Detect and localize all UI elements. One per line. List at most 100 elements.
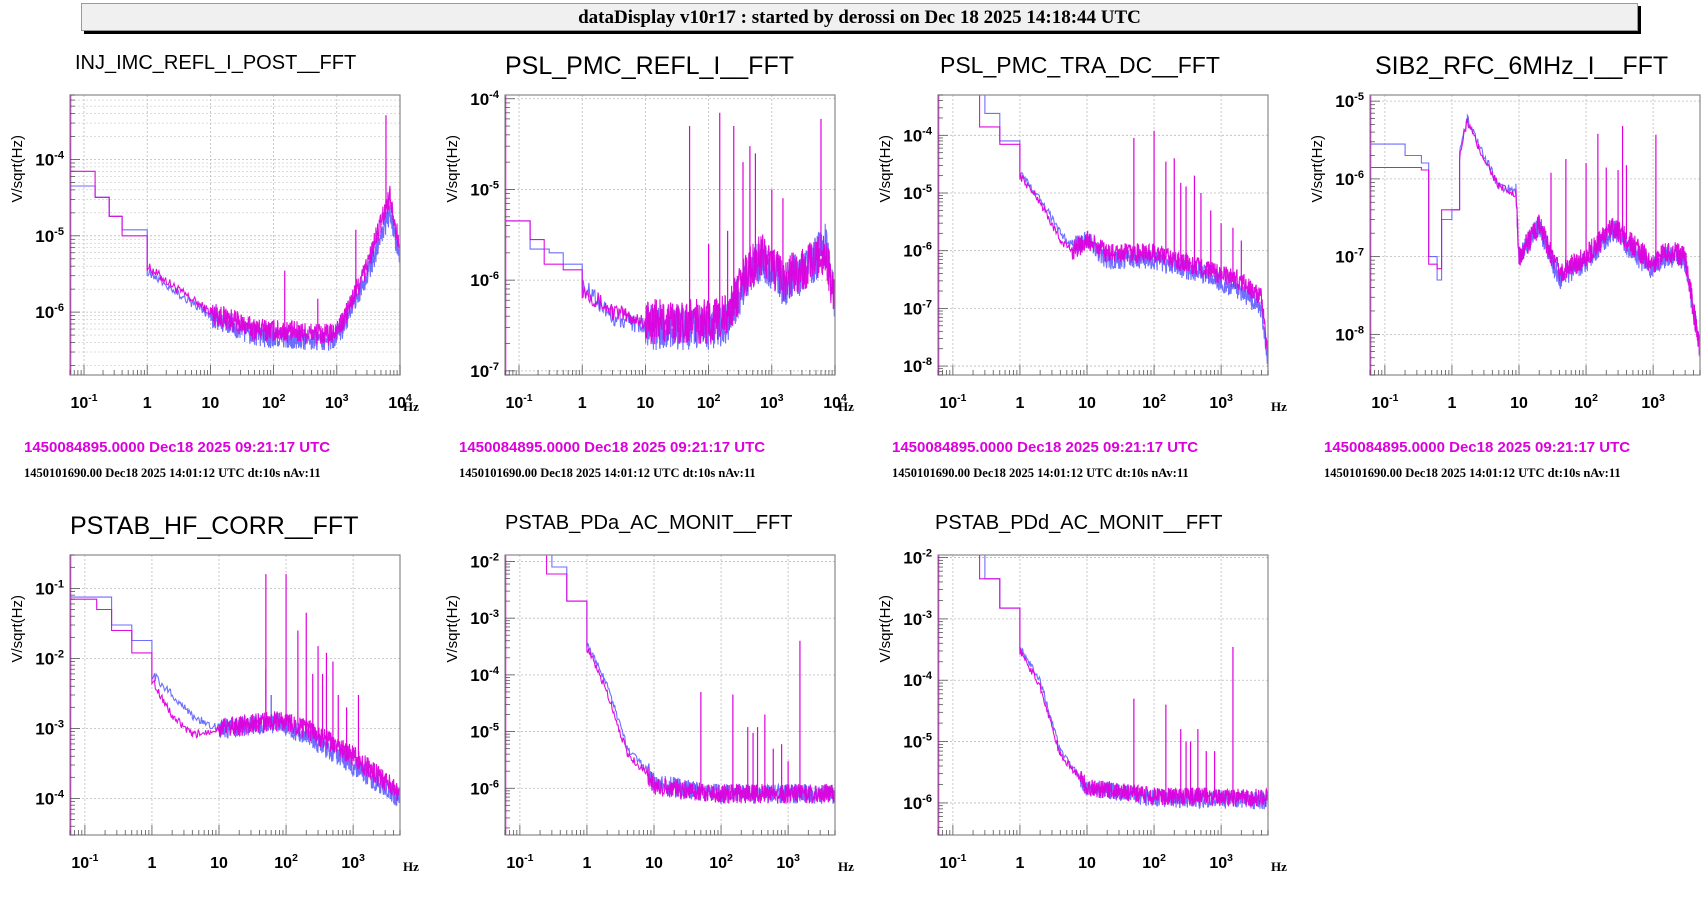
y-tick-label: 10-4 — [470, 665, 500, 685]
x-tick-label: 10 — [1078, 855, 1096, 872]
reference-spectrum-line — [938, 555, 1268, 808]
y-axis: 10-6 10-5 10-4 — [35, 94, 80, 366]
y-tick-label: 10-5 — [903, 732, 932, 752]
plot-title: PSTAB_HF_CORR__FFT — [70, 512, 359, 540]
plot-frame — [1369, 94, 1701, 376]
title-bar: dataDisplay v10r17 : started by derossi … — [81, 3, 1638, 31]
x-tick-label: 10-1 — [939, 393, 966, 412]
y-tick-label: 10-5 — [1335, 91, 1364, 111]
x-tick-label: 10-1 — [939, 853, 966, 872]
y-tick-label: 10-7 — [470, 361, 499, 381]
x-tick-label: 10-1 — [1371, 393, 1398, 412]
y-tick-label: 10-4 — [35, 788, 65, 808]
x-tick-label: 10 — [637, 395, 655, 412]
spectrum-chart[interactable]: 10-1 1 10 102 103 Hz 10-6 10-5 10-4 10-3 10-2 V/sqr… — [868, 500, 1298, 920]
current-timestamp: 1450101690.00 Dec18 2025 14:01:12 UTC dt… — [459, 466, 756, 480]
y-tick-label: 10-5 — [903, 183, 932, 203]
current-spectrum-line — [938, 555, 1268, 810]
x-tick-label: 1 — [1447, 395, 1456, 412]
y-axis-label: V/sqrt(Hz) — [444, 595, 461, 663]
plot-panel: PSL_PMC_TRA_DC__FFT 10-1 1 10 102 103 Hz 10-8 10… — [868, 40, 1298, 480]
x-tick-label: 1 — [582, 855, 591, 872]
plot-title: PSTAB_PDa_AC_MONIT__FFT — [505, 512, 793, 534]
plot-frame — [504, 94, 836, 376]
plot-frame — [937, 554, 1269, 836]
reference-timestamp: 1450084895.0000 Dec18 2025 09:21:17 UTC — [24, 439, 331, 456]
plot-title: INJ_IMC_REFL_I_POST__FFT — [75, 52, 357, 74]
current-timestamp: 1450101690.00 Dec18 2025 14:01:12 UTC dt… — [892, 466, 1189, 480]
spectrum-chart[interactable]: 10-1 1 10 102 103 104Hz10-710-610-510-4V/sqrt… — [435, 40, 865, 460]
y-tick-label: 10-3 — [470, 608, 499, 628]
reference-spectrum-line — [505, 555, 835, 804]
x-tick-label: 10 — [1078, 395, 1096, 412]
grid — [70, 555, 400, 835]
plot-title: PSL_PMC_REFL_I__FFT — [505, 52, 794, 80]
y-tick-label: 10-6 — [903, 241, 932, 261]
x-axis-unit: Hz — [1271, 399, 1287, 414]
plot-frame — [937, 94, 1269, 376]
x-tick-label: 10-1 — [71, 853, 98, 872]
y-axis: 10-7 10-6 10-5 10-4 — [470, 89, 515, 381]
plot-panel: INJ_IMC_REFL_I_POST__FFT 10-1 1 10 102 103 104… — [0, 40, 430, 480]
y-tick-label: 10-6 — [1335, 169, 1364, 189]
reference-spectrum-line — [70, 598, 400, 802]
x-axis-unit: Hz — [403, 859, 419, 874]
y-axis-label: V/sqrt(Hz) — [9, 595, 26, 663]
y-tick-label: 10-6 — [470, 270, 499, 290]
y-axis: 10-6 10-5 10-4 10-3 10-2 — [470, 551, 515, 829]
grid — [70, 95, 400, 375]
y-axis: 10-4 10-3 10-2 10-1 — [35, 554, 80, 836]
y-tick-label: 10-5 — [470, 179, 499, 199]
current-spectrum-line — [505, 555, 835, 805]
y-axis-label: V/sqrt(Hz) — [877, 135, 894, 203]
y-axis-label: V/sqrt(Hz) — [877, 595, 894, 663]
x-tick-label: 102 — [1574, 393, 1598, 412]
reference-timestamp: 1450084895.0000 Dec18 2025 09:21:17 UTC — [892, 439, 1199, 456]
x-tick-label: 102 — [262, 393, 286, 412]
spectrum-chart[interactable]: 10-1 1 10 102 103 Hz 10-6 10-5 10-4 10-3 10-2 V/sqr… — [435, 500, 865, 920]
x-tick-label: 1 — [143, 395, 152, 412]
y-tick-label: 10-4 — [903, 125, 933, 145]
x-tick-label: 102 — [1142, 853, 1166, 872]
x-axis: 10-1 1 10 102 103 Hz — [937, 365, 1287, 414]
y-axis: 10-6 10-5 10-4 10-3 10-2 — [903, 548, 948, 836]
y-tick-label: 10-2 — [903, 548, 932, 568]
spectrum-chart[interactable]: 10-1 1 10 102 103 Hz 10-4 10-3 10-2 10-1 V/sqrt(Hz… — [0, 500, 430, 920]
x-tick-label: 1 — [1015, 855, 1024, 872]
x-tick-label: 103 — [1209, 393, 1233, 412]
plot-frame — [69, 554, 401, 836]
x-tick-label: 10 — [202, 395, 220, 412]
x-tick-label: 103 — [1641, 393, 1665, 412]
current-spectrum-line — [70, 596, 400, 806]
current-timestamp: 1450101690.00 Dec18 2025 14:01:12 UTC dt… — [24, 466, 321, 480]
x-tick-label: 102 — [274, 853, 298, 872]
plot-panel: SIB2_RFC_6MHz_I__FFT10-1110102103Hz10-81… — [1300, 40, 1703, 480]
y-tick-label: 10-2 — [470, 551, 499, 571]
plot-title: PSL_PMC_TRA_DC__FFT — [940, 52, 1220, 78]
plot-panel: PSL_PMC_REFL_I__FFT 10-1 1 10 102 103 104 Hz 10-… — [435, 40, 865, 480]
current-spectrum-line — [70, 185, 400, 351]
x-tick-label: 102 — [1142, 393, 1166, 412]
x-axis-unit: Hz — [838, 859, 854, 874]
y-tick-label: 10-3 — [35, 718, 64, 738]
x-axis-unit: Hz — [838, 399, 854, 414]
spectrum-chart[interactable]: 10-1110102103Hz10-810-710-610-5V/sqrt(Hz… — [1300, 40, 1703, 460]
spectrum-chart[interactable]: 10-1 1 10 102 103 Hz 10-8 10-7 10-6 10-5 10-4 V/sqr… — [868, 40, 1298, 460]
y-tick-label: 10-6 — [903, 793, 932, 813]
x-tick-label: 102 — [697, 393, 721, 412]
y-tick-label: 10-4 — [35, 149, 65, 169]
x-tick-label: 102 — [709, 853, 733, 872]
reference-spectrum-line — [70, 170, 400, 346]
x-tick-label: 1 — [1015, 395, 1024, 412]
x-tick-label: 103 — [1209, 853, 1233, 872]
app-title: dataDisplay v10r17 : started by derossi … — [578, 7, 1141, 28]
x-tick-label: 103 — [776, 853, 800, 872]
plot-title: PSTAB_PDd_AC_MONIT__FFT — [935, 512, 1223, 534]
x-tick-label: 10-1 — [505, 393, 532, 412]
y-tick-label: 10-2 — [35, 648, 64, 668]
